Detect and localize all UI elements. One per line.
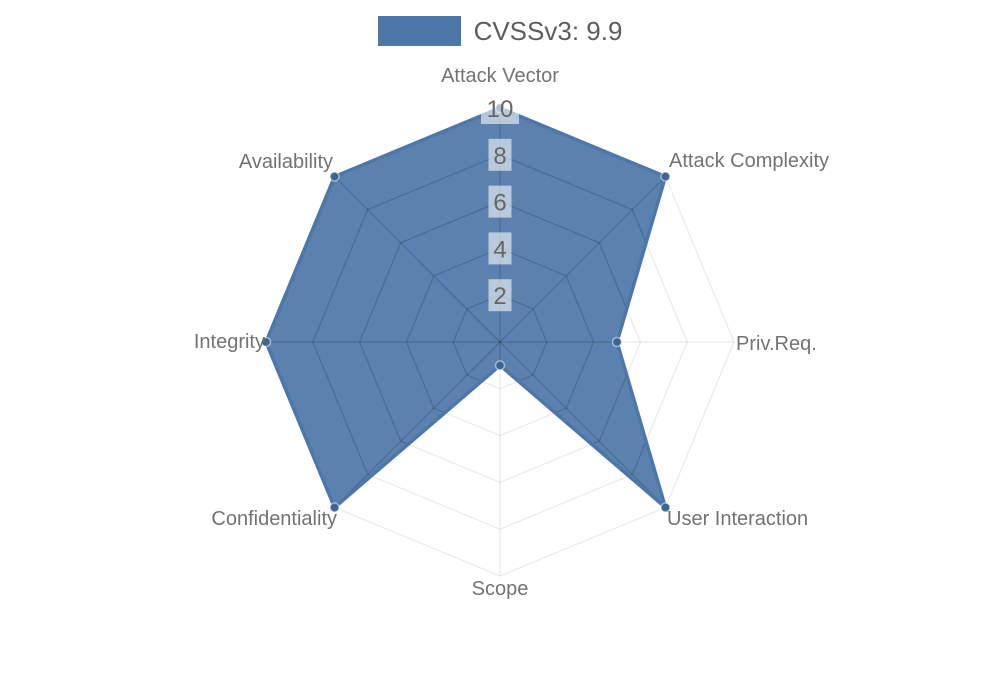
tick-backdrop bbox=[481, 92, 519, 124]
data-polygon-fill bbox=[266, 108, 666, 508]
axis-label-priv-req: Priv.Req. bbox=[736, 333, 817, 355]
data-point[interactable] bbox=[260, 336, 272, 348]
grid-spoke bbox=[499, 341, 666, 508]
tick-backdrop bbox=[488, 138, 512, 171]
data-point[interactable] bbox=[329, 171, 340, 182]
data-point[interactable] bbox=[660, 171, 671, 182]
chart-legend-item[interactable]: CVSSv3: 9.9 bbox=[0, 16, 1000, 46]
tick-label: 10 bbox=[487, 96, 514, 123]
axis-label-confidentiality: Confidentiality bbox=[211, 508, 337, 530]
data-point[interactable] bbox=[611, 336, 623, 348]
tick-label: 4 bbox=[493, 236, 506, 263]
tick-label: 6 bbox=[493, 190, 506, 217]
axis-label-scope: Scope bbox=[472, 578, 529, 600]
data-point[interactable] bbox=[329, 502, 340, 513]
data-point[interactable] bbox=[660, 502, 671, 513]
legend-label: CVSSv3: 9.9 bbox=[473, 16, 623, 46]
legend-swatch bbox=[377, 16, 461, 46]
tick-backdrop bbox=[488, 279, 512, 312]
tick-backdrop bbox=[488, 232, 512, 265]
axis-label-user-interaction: User Interaction bbox=[667, 508, 808, 530]
grid-spoke bbox=[499, 176, 666, 343]
axis-label-availability: Availability bbox=[239, 151, 333, 173]
tick-label: 8 bbox=[493, 143, 506, 170]
grid-spoke bbox=[334, 176, 501, 343]
tick-backdrop bbox=[488, 185, 512, 218]
grid-spoke bbox=[334, 341, 501, 508]
axis-label-attack-vector: Attack Vector bbox=[441, 65, 559, 87]
axis-label-integrity: Integrity bbox=[194, 331, 265, 353]
axis-label-attack-complexity: Attack Complexity bbox=[669, 150, 829, 172]
data-point[interactable] bbox=[494, 360, 506, 371]
tick-label: 2 bbox=[493, 283, 506, 310]
